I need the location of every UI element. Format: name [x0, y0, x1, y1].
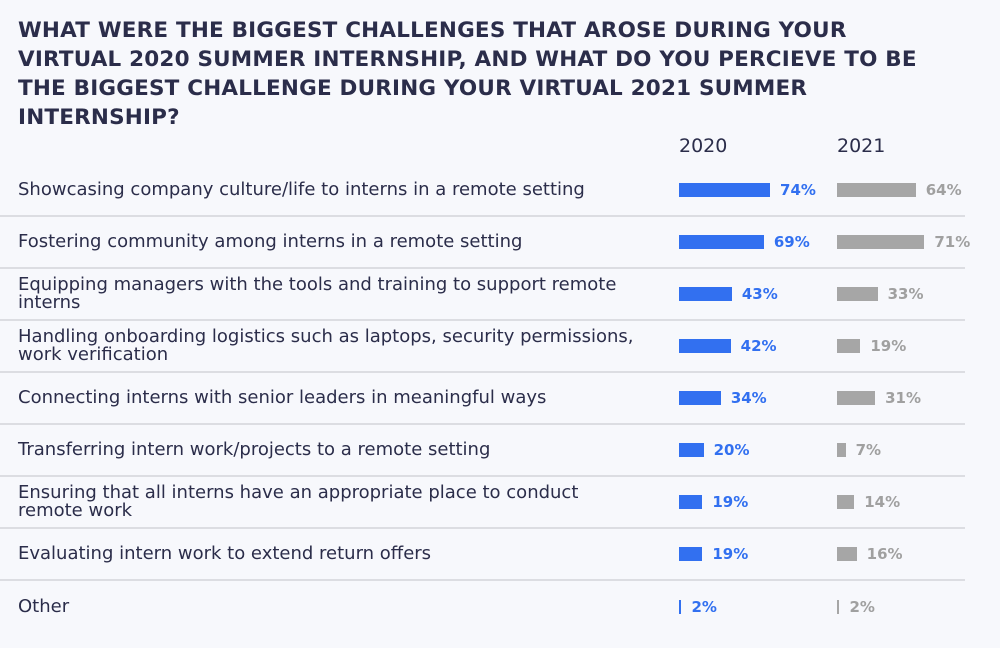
category-label: Fostering community among interns in a r…: [18, 231, 523, 252]
category-label: Transferring intern work/projects to a r…: [18, 439, 491, 460]
data-label-2020: 20%: [713, 441, 750, 459]
chart-title: WHAT WERE THE BIGGEST CHALLENGES THAT AR…: [18, 18, 917, 130]
data-label-2021: 19%: [870, 337, 907, 355]
chart-row: Showcasing company culture/life to inter…: [0, 165, 965, 217]
data-label-2021: 31%: [885, 389, 922, 407]
bar-2021: [837, 287, 878, 301]
bar-2021: [837, 183, 916, 197]
data-label-2021: 33%: [887, 285, 924, 303]
bar-2021: [837, 339, 861, 353]
bar-2021: [837, 235, 925, 249]
bar-2021: [837, 495, 855, 509]
data-label-2021: 71%: [934, 233, 971, 251]
chart-row: Equipping managers with the tools and tr…: [0, 269, 965, 321]
bar-2021: [837, 391, 876, 405]
category-label: Handling onboarding logistics such as la…: [18, 326, 634, 365]
bar-2020: [679, 600, 682, 614]
column-header-2021: 2021: [837, 135, 886, 157]
bar-2021: [837, 443, 846, 457]
category-label: Evaluating intern work to extend return …: [18, 543, 432, 564]
category-label: Showcasing company culture/life to inter…: [18, 179, 585, 200]
data-label-2021: 16%: [866, 545, 903, 563]
data-label-2020: 74%: [780, 181, 816, 199]
chart-row: Connecting interns with senior leaders i…: [0, 373, 965, 425]
bar-2021: [837, 600, 840, 614]
bar-2020: [679, 339, 731, 353]
data-label-2020: 2%: [691, 598, 717, 616]
chart-row: Evaluating intern work to extend return …: [0, 529, 965, 581]
bar-2021: [837, 547, 857, 561]
bar-2020: [679, 287, 732, 301]
column-header-2020: 2020: [679, 135, 728, 157]
data-label-2021: 14%: [864, 493, 901, 511]
chart-row: Ensuring that all interns have an approp…: [0, 477, 965, 529]
chart-rows: Showcasing company culture/life to inter…: [0, 165, 970, 633]
data-label-2021: 2%: [849, 598, 875, 616]
data-label-2020: 43%: [741, 285, 778, 303]
bar-2020: [679, 391, 721, 405]
chart-row: Fostering community among interns in a r…: [0, 217, 970, 269]
bar-2020: [679, 547, 703, 561]
chart-row: Transferring intern work/projects to a r…: [0, 425, 965, 477]
bar-2020: [679, 443, 704, 457]
data-label-2020: 34%: [730, 389, 767, 407]
data-label-2020: 42%: [740, 337, 777, 355]
data-label-2020: 69%: [773, 233, 810, 251]
bar-2020: [679, 183, 771, 197]
data-label-2021: 7%: [855, 441, 882, 459]
bar-2020: [679, 235, 764, 249]
chart-row: Other 2% 2%: [0, 581, 965, 633]
category-label: Other: [18, 596, 70, 617]
data-label-2021: 64%: [925, 181, 962, 199]
bar-2020: [679, 495, 703, 509]
category-label: Connecting interns with senior leaders i…: [18, 387, 547, 408]
data-label-2020: 19%: [712, 545, 749, 563]
chart-row: Handling onboarding logistics such as la…: [0, 321, 965, 373]
category-label: Equipping managers with the tools and tr…: [18, 274, 617, 313]
data-label-2020: 19%: [712, 493, 749, 511]
category-label: Ensuring that all interns have an approp…: [18, 482, 579, 521]
